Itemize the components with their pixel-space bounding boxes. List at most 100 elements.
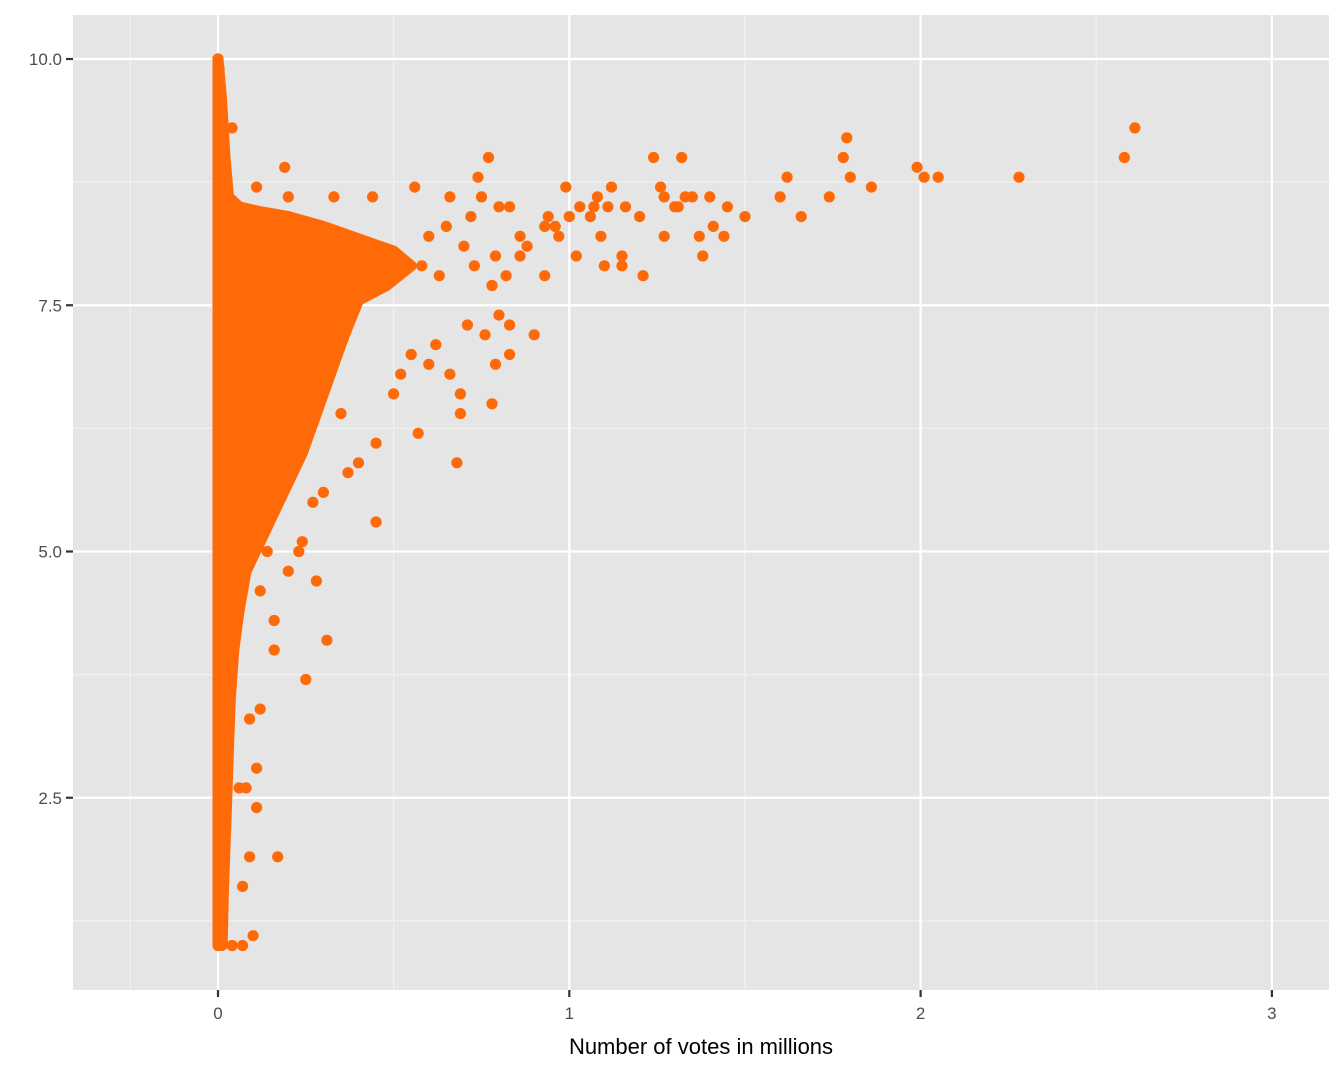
- data-point: [212, 447, 224, 459]
- data-point: [212, 900, 224, 912]
- data-point: [212, 841, 224, 853]
- data-point: [528, 329, 540, 341]
- data-point: [307, 496, 319, 508]
- data-point: [212, 358, 224, 370]
- data-point: [212, 122, 224, 134]
- data-point: [584, 211, 597, 223]
- data-point: [300, 673, 312, 686]
- data-point: [244, 713, 256, 725]
- data-point: [212, 467, 224, 479]
- data-point: [212, 664, 224, 676]
- x-axis: 0 1 2 3: [213, 990, 1277, 1023]
- data-point: [693, 230, 705, 242]
- data-point: [212, 329, 224, 341]
- dense-point-cluster: [212, 53, 417, 951]
- data-point: [553, 230, 565, 242]
- data-point: [244, 851, 256, 863]
- data-point: [212, 211, 224, 223]
- data-point: [212, 939, 224, 952]
- data-point: [468, 260, 480, 272]
- data-point: [212, 142, 224, 154]
- data-point: [1129, 122, 1141, 134]
- data-point: [440, 220, 452, 232]
- data-point: [686, 191, 698, 203]
- data-point: [844, 171, 856, 183]
- data-point: [704, 191, 716, 203]
- data-point: [212, 683, 224, 696]
- data-point: [370, 516, 382, 528]
- data-point: [489, 358, 502, 370]
- data-point: [539, 220, 551, 232]
- data-point: [697, 250, 709, 262]
- x-tick-label: 3: [1267, 1004, 1276, 1023]
- data-point: [212, 673, 224, 686]
- data-point: [841, 132, 853, 144]
- data-point: [542, 211, 554, 223]
- data-point: [212, 339, 224, 351]
- data-point: [268, 614, 280, 627]
- data-point: [268, 644, 280, 656]
- data-point: [212, 575, 224, 587]
- data-point: [676, 151, 688, 164]
- data-point: [212, 821, 224, 833]
- data-point: [213, 63, 225, 75]
- data-point: [237, 880, 249, 893]
- data-point: [214, 83, 226, 95]
- data-point: [493, 309, 505, 321]
- data-point: [423, 230, 435, 242]
- data-point: [486, 398, 498, 410]
- data-point: [212, 378, 224, 390]
- y-axis: 2.5 5.0 7.5 10.0: [29, 50, 73, 808]
- data-point: [570, 250, 582, 262]
- data-point: [451, 457, 463, 469]
- data-point: [212, 742, 224, 755]
- data-point: [721, 201, 734, 213]
- data-point: [212, 457, 224, 469]
- data-point: [504, 201, 516, 213]
- data-point: [482, 151, 495, 164]
- data-point: [212, 802, 224, 814]
- data-point: [272, 851, 284, 863]
- data-point: [282, 565, 294, 577]
- data-point: [254, 585, 266, 597]
- data-point: [560, 181, 572, 193]
- data-point: [328, 191, 340, 203]
- data-point: [226, 122, 238, 134]
- data-point: [212, 870, 224, 883]
- data-point: [212, 181, 224, 193]
- data-point: [409, 181, 421, 193]
- data-point: [240, 782, 252, 794]
- data-point: [212, 782, 224, 794]
- data-point: [254, 703, 266, 715]
- data-point: [500, 270, 512, 282]
- data-point: [212, 53, 224, 65]
- data-point: [212, 506, 224, 518]
- data-point: [212, 319, 224, 331]
- data-point: [212, 161, 224, 173]
- data-point: [251, 802, 263, 814]
- data-point: [489, 250, 502, 262]
- x-axis-title: Number of votes in millions: [569, 1034, 833, 1059]
- data-point: [430, 339, 442, 351]
- data-point: [444, 368, 456, 380]
- x-tick-label: 0: [213, 1004, 222, 1023]
- data-point: [212, 733, 224, 745]
- data-point: [1118, 151, 1130, 164]
- data-point: [212, 772, 224, 784]
- data-point: [212, 634, 224, 646]
- data-point: [212, 368, 224, 380]
- data-point: [370, 437, 382, 449]
- data-point: [461, 319, 473, 331]
- data-point: [865, 181, 878, 193]
- data-point: [514, 250, 526, 262]
- data-points: [212, 53, 1141, 952]
- data-point: [672, 201, 684, 213]
- data-point: [212, 614, 224, 627]
- data-point: [342, 467, 354, 479]
- data-point: [212, 624, 224, 636]
- data-point: [335, 408, 347, 420]
- data-point: [475, 191, 488, 203]
- data-point: [212, 880, 224, 893]
- data-point: [212, 555, 224, 567]
- data-point: [1013, 171, 1025, 183]
